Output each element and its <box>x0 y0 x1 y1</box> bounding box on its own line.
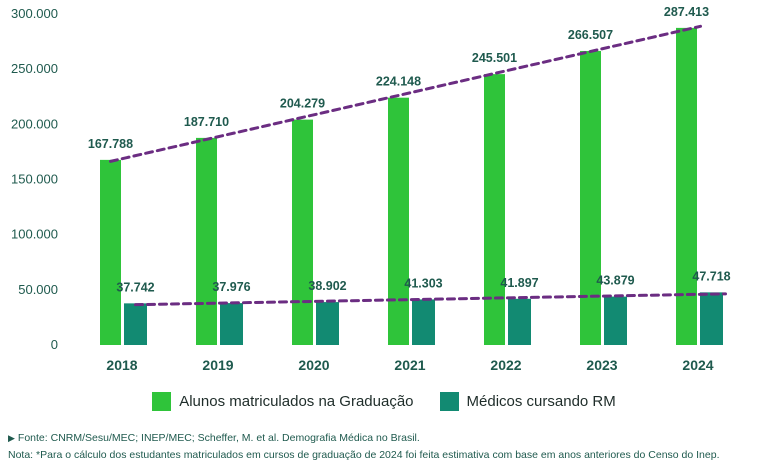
data-label-graduacao-2018: 167.788 <box>88 137 133 151</box>
data-label-graduacao-2021: 224.148 <box>376 75 421 89</box>
bar-graduacao-2022 <box>484 74 505 346</box>
data-label-graduacao-2023: 266.507 <box>568 28 613 42</box>
data-label-graduacao-2019: 187.710 <box>184 115 229 129</box>
y-tick-label: 250.000 <box>11 61 58 76</box>
legend-item-graduacao: Alunos matriculados na Graduação <box>152 391 414 411</box>
y-tick-label: 100.000 <box>11 227 58 242</box>
bar-graduacao-2021 <box>388 97 409 346</box>
bars <box>100 27 723 346</box>
arrow-icon: ▶ <box>8 433 15 443</box>
x-axis: 2018 2019 2020 2021 2022 2023 2024 <box>106 357 713 373</box>
x-tick-label-2024: 2024 <box>682 357 713 373</box>
data-label-graduacao-2022: 245.501 <box>472 51 517 65</box>
data-label-rm-2021: 41.303 <box>404 276 442 290</box>
y-tick-label: 200.000 <box>11 116 58 131</box>
bar-rm-2023 <box>604 296 627 345</box>
data-label-rm-2024: 47.718 <box>692 269 730 283</box>
bar-rm-2018 <box>124 303 147 345</box>
y-tick-label: 300.000 <box>11 6 58 21</box>
bar-chart: 0 50.000 100.000 150.000 200.000 250.000 300.0… <box>11 5 731 373</box>
legend: Alunos matriculados na Graduação Médicos… <box>0 386 768 416</box>
trend-lines <box>109 24 727 307</box>
bar-rm-2024 <box>700 292 723 345</box>
data-label-rm-2023: 43.879 <box>596 274 634 288</box>
legend-label-rm: Médicos cursando RM <box>466 392 616 410</box>
data-label-graduacao-2020: 204.279 <box>280 97 325 111</box>
data-label-rm-2020: 38.902 <box>308 279 346 293</box>
bar-graduacao-2020 <box>292 119 313 345</box>
bar-graduacao-2023 <box>580 50 601 345</box>
bar-rm-2022 <box>508 298 531 345</box>
x-tick-label-2018: 2018 <box>106 357 137 373</box>
x-tick-label-2022: 2022 <box>490 357 521 373</box>
y-tick-label: 0 <box>51 337 58 352</box>
bar-graduacao-2024 <box>676 27 697 345</box>
data-label-rm-2018: 37.742 <box>116 280 154 294</box>
legend-swatch-graduacao <box>152 391 172 411</box>
legend-item-rm: Médicos cursando RM <box>439 391 616 411</box>
trend-line-graduacao <box>109 24 702 163</box>
y-tick-label: 150.000 <box>11 172 58 187</box>
bar-rm-2021 <box>412 299 435 345</box>
y-tick-label: 50.000 <box>18 282 58 297</box>
source-text: Fonte: CNRM/Sesu/MEC; INEP/MEC; Scheffer… <box>17 432 420 444</box>
legend-swatch-rm <box>439 391 459 411</box>
x-tick-label-2019: 2019 <box>202 357 233 373</box>
source-note: ▶ Fonte: CNRM/Sesu/MEC; INEP/MEC; Scheffe… <box>8 430 764 447</box>
data-labels: 167.788 37.742 187.710 37.976 204.279 38.902 2… <box>88 5 731 294</box>
legend-label-graduacao: Alunos matriculados na Graduação <box>179 392 414 410</box>
footnote: Nota: *Para o cálculo dos estudantes mat… <box>8 449 720 461</box>
trend-line-rm <box>134 292 727 307</box>
data-label-graduacao-2024: 287.413 <box>664 5 709 19</box>
bar-rm-2019 <box>220 303 243 345</box>
data-label-rm-2022: 41.897 <box>500 276 538 290</box>
bar-rm-2020 <box>316 302 339 345</box>
x-tick-label-2023: 2023 <box>586 357 617 373</box>
bar-graduacao-2019 <box>196 137 217 345</box>
chart-notes: ▶ Fonte: CNRM/Sesu/MEC; INEP/MEC; Scheffe… <box>8 430 764 464</box>
bar-graduacao-2018 <box>100 159 121 345</box>
data-label-rm-2019: 37.976 <box>212 280 250 294</box>
x-tick-label-2021: 2021 <box>394 357 425 373</box>
x-tick-label-2020: 2020 <box>298 357 329 373</box>
y-axis: 0 50.000 100.000 150.000 200.000 250.000 300.0… <box>11 6 58 352</box>
